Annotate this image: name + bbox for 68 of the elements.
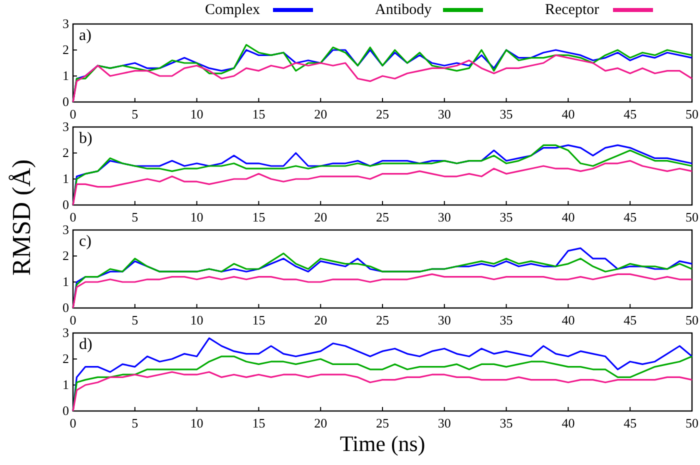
x-tick-label: 20 xyxy=(314,210,328,225)
x-tick-label: 20 xyxy=(314,416,328,431)
x-tick-label: 25 xyxy=(376,416,389,431)
y-tick-label: 0 xyxy=(62,197,69,212)
x-tick-label: 50 xyxy=(686,210,698,225)
x-tick-label: 10 xyxy=(190,312,204,328)
y-tick-label: 3 xyxy=(62,325,69,340)
x-tick-label: 25 xyxy=(376,210,389,225)
x-tick-label: 25 xyxy=(376,312,389,328)
x-tick-label: 35 xyxy=(500,312,513,328)
x-tick-label: 20 xyxy=(314,106,328,122)
y-tick-label: 0 xyxy=(62,94,69,110)
y-axis-title: RMSD (Å) xyxy=(7,159,36,276)
x-tick-label: 35 xyxy=(500,106,513,122)
x-tick-label: 30 xyxy=(438,312,451,328)
x-axis-title: Time (ns) xyxy=(340,431,426,456)
x-tick-label: 35 xyxy=(500,416,513,431)
line-series xyxy=(72,160,693,206)
x-tick-label: 5 xyxy=(132,312,138,328)
x-tick-label: 5 xyxy=(132,416,138,431)
x-tick-label: 30 xyxy=(438,106,451,122)
y-tick-label: 2 xyxy=(62,351,69,366)
y-tick-label: 1 xyxy=(62,377,69,392)
x-tick-label: 10 xyxy=(190,210,204,225)
legend-label: Complex xyxy=(205,2,260,18)
annotation: b) xyxy=(79,130,92,147)
annotation: d) xyxy=(79,336,92,353)
annotation: c) xyxy=(79,233,92,250)
x-tick-label: 30 xyxy=(438,210,451,225)
x-tick-label: 10 xyxy=(190,416,204,431)
y-tick-label: 3 xyxy=(62,222,69,238)
y-tick-label: 0 xyxy=(62,403,69,418)
x-tick-label: 35 xyxy=(500,210,513,225)
y-tick-label: 1 xyxy=(62,68,69,84)
line-series xyxy=(72,371,693,412)
annotation: a) xyxy=(79,27,92,44)
x-tick-label: 45 xyxy=(624,210,637,225)
y-tick-label: 2 xyxy=(62,248,69,264)
y-tick-label: 1 xyxy=(62,171,69,186)
x-tick-label: 40 xyxy=(562,210,575,225)
x-tick-label: 10 xyxy=(190,106,204,122)
x-tick-label: 15 xyxy=(252,106,266,122)
x-tick-label: 45 xyxy=(624,106,637,122)
x-tick-label: 40 xyxy=(562,416,575,431)
x-tick-label: 40 xyxy=(562,106,575,122)
x-tick-label: 30 xyxy=(438,416,451,431)
x-tick-label: 40 xyxy=(562,312,575,328)
x-tick-label: 50 xyxy=(686,416,698,431)
x-tick-label: 5 xyxy=(132,210,138,225)
y-tick-label: 2 xyxy=(62,145,69,160)
x-tick-label: 5 xyxy=(132,106,138,122)
y-tick-label: 3 xyxy=(62,119,69,134)
x-tick-label: 25 xyxy=(376,106,389,122)
y-tick-label: 1 xyxy=(62,274,69,290)
y-tick-label: 0 xyxy=(62,300,69,316)
legend-label: Receptor xyxy=(545,2,600,18)
x-tick-label: 15 xyxy=(252,312,266,328)
x-tick-label: 15 xyxy=(252,210,266,225)
y-tick-label: 2 xyxy=(62,42,69,58)
y-tick-label: 3 xyxy=(62,16,69,32)
x-tick-label: 50 xyxy=(686,312,698,328)
line-series xyxy=(72,273,693,309)
x-tick-label: 15 xyxy=(252,416,266,431)
x-tick-label: 45 xyxy=(624,312,637,328)
x-tick-label: 45 xyxy=(624,416,637,431)
x-tick-label: 50 xyxy=(686,106,698,122)
legend-label: Antibody xyxy=(375,2,432,18)
x-tick-label: 20 xyxy=(314,312,328,328)
